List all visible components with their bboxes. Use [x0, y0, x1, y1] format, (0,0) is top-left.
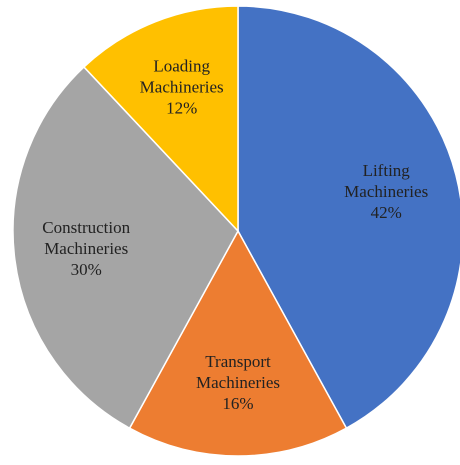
label-line: Machineries: [44, 239, 128, 258]
pie-slice: [82, 5, 239, 233]
slice-label: Loading Machineries: [140, 57, 224, 97]
pie-slice: [237, 5, 460, 430]
pie-slice: [128, 229, 348, 457]
pie-slice: [12, 65, 239, 430]
slice-label: Lifting Machineries: [344, 161, 428, 201]
label-line: Construction: [42, 218, 130, 237]
value-label: 42%: [371, 203, 402, 222]
label-line: Transport: [205, 352, 271, 371]
label-line: Machineries: [140, 78, 224, 97]
value-label: 30%: [71, 260, 102, 279]
value-label: 12%: [166, 99, 197, 118]
value-label: 16%: [222, 394, 253, 413]
slice-label: Transport Machineries: [196, 352, 280, 392]
label-line: Loading: [153, 57, 210, 76]
label-line: Machineries: [344, 182, 428, 201]
slice-label: Construction Machineries: [42, 218, 130, 258]
label-line: Machineries: [196, 373, 280, 392]
label-line: Lifting: [363, 161, 411, 180]
